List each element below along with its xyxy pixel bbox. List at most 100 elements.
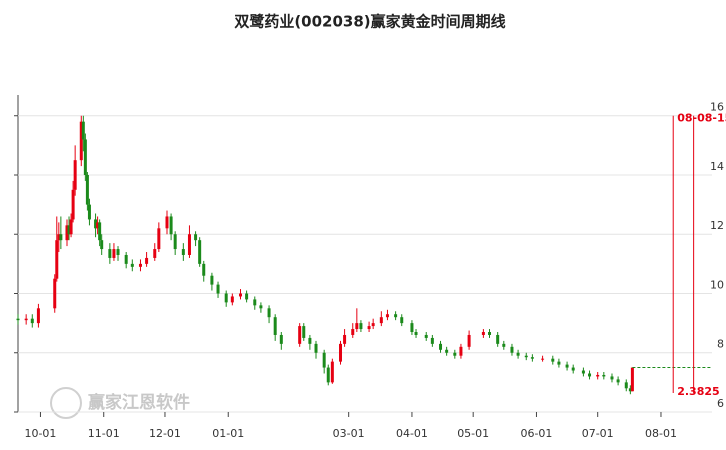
candle-body — [298, 326, 302, 344]
candle-body — [216, 284, 220, 294]
candle-body — [308, 337, 312, 344]
candle-body — [259, 305, 263, 309]
candle-body — [326, 367, 330, 383]
candle-body — [69, 219, 73, 235]
candle-body — [410, 323, 414, 333]
candle-body — [116, 249, 120, 255]
candle-body — [210, 275, 214, 285]
candle-body — [16, 318, 20, 321]
candle-body — [202, 263, 206, 276]
candle-body — [467, 334, 471, 347]
candle-body — [279, 334, 283, 344]
candle-body — [610, 376, 614, 380]
candle-body — [67, 225, 71, 235]
candle-body — [628, 388, 632, 392]
x-tick-label: 08-01 — [645, 427, 677, 440]
x-tick-label: 06-01 — [520, 427, 552, 440]
candle-body — [488, 332, 492, 335]
candle-body — [516, 352, 520, 356]
candle-body — [330, 361, 334, 383]
candle-body — [496, 334, 500, 344]
candle-body — [173, 234, 177, 250]
x-tick-label: 03-01 — [333, 427, 365, 440]
candle-body — [459, 346, 463, 356]
candle-body — [71, 189, 75, 220]
candle-body — [624, 382, 628, 389]
candle-body — [557, 361, 561, 365]
candle-body — [439, 343, 443, 350]
candle-body — [65, 225, 69, 241]
candle-body — [73, 160, 77, 190]
candle-body — [85, 174, 89, 205]
candle-body — [502, 343, 506, 347]
candle-body — [145, 257, 149, 264]
candle-body — [314, 343, 318, 353]
candle-body — [157, 228, 161, 250]
candle-body — [181, 249, 185, 255]
candle-body — [630, 367, 634, 392]
candle-body — [36, 308, 40, 324]
y-tick-label: 12 — [710, 219, 724, 232]
y-tick-label: 10 — [710, 278, 724, 291]
candle-body — [510, 346, 514, 353]
candle-body — [524, 355, 528, 358]
candle-body — [245, 293, 249, 300]
x-tick-label: 07-01 — [582, 427, 614, 440]
candle-body — [194, 234, 198, 241]
candle-body — [94, 219, 98, 229]
y-tick-label: 16 — [710, 101, 724, 114]
candle-body — [138, 263, 142, 267]
candle-body — [238, 293, 242, 297]
chart-title: 双鹭药业(002038)赢家黄金时间周期线 — [234, 13, 505, 31]
candle-body — [541, 358, 545, 360]
x-tick-label: 10-01 — [24, 427, 56, 440]
candle-body — [385, 314, 389, 318]
candle-body — [83, 139, 87, 175]
candle-body — [130, 263, 134, 267]
candle-body — [24, 318, 28, 321]
candle-body — [596, 374, 600, 377]
candle-body — [359, 323, 363, 330]
candle-body — [57, 234, 61, 241]
candle-body — [400, 317, 404, 324]
y-tick-label: 6 — [717, 397, 724, 410]
candle-body — [445, 349, 449, 353]
candle-body — [302, 326, 306, 338]
candle-body — [273, 317, 277, 335]
x-tick-label: 05-01 — [457, 427, 489, 440]
candle-body — [53, 278, 57, 309]
candle-body — [530, 357, 534, 359]
x-tick-label: 11-01 — [88, 427, 120, 440]
watermark-circle — [50, 387, 82, 419]
candle-body — [108, 249, 112, 258]
x-tick-label: 12-01 — [149, 427, 181, 440]
candle-body — [453, 352, 457, 356]
candle-body — [224, 293, 228, 303]
watermark: 赢家江恩软件 — [88, 392, 190, 413]
candle-body — [339, 343, 343, 362]
watermark-logo — [50, 387, 82, 419]
candle-body — [165, 216, 169, 229]
candle-body — [87, 204, 91, 220]
candle-body — [55, 240, 59, 279]
candle-body — [379, 317, 383, 324]
x-tick-label: 01-01 — [212, 427, 244, 440]
candle-body — [551, 358, 555, 362]
candle-body — [198, 240, 202, 264]
x-tick-label: 04-01 — [396, 427, 428, 440]
candle-body — [414, 332, 418, 335]
y-tick-label: 8 — [717, 338, 724, 351]
candle-body — [96, 222, 100, 229]
candle-body — [394, 314, 398, 318]
candle-body — [430, 337, 434, 344]
candle-body — [602, 374, 606, 377]
candle-body — [98, 222, 102, 241]
candle-body — [481, 332, 485, 335]
candle-body — [81, 121, 85, 140]
candle-body — [424, 334, 428, 338]
candle-body — [153, 249, 157, 258]
candle-body — [571, 367, 575, 371]
candle-body — [100, 240, 104, 250]
candle-body — [581, 370, 585, 374]
